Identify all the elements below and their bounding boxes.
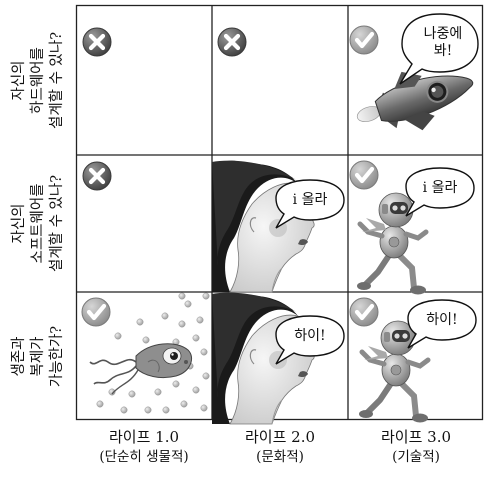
column-label-life-2: 라이프 2.0 (문화적)	[212, 427, 348, 467]
speech-line: 나중에	[423, 26, 463, 42]
speech-text-woman-row2: i 올라	[292, 192, 328, 208]
check-circle-icon	[82, 298, 110, 326]
column-subtitle: (기술적)	[392, 449, 440, 465]
speech-bubble	[399, 13, 479, 85]
column-title: 라이프 1.0	[108, 428, 180, 446]
x-circle-icon	[83, 162, 111, 190]
column-label-life-3: 라이프 3.0 (기술적)	[348, 427, 484, 467]
check-circle-icon	[350, 161, 378, 189]
column-label-life-1: 라이프 1.0 (단순히 생물적)	[76, 427, 212, 467]
column-subtitle: (단순히 생물적)	[99, 449, 189, 465]
woman-illustration	[211, 291, 315, 425]
check-circle-icon	[350, 26, 378, 54]
column-subtitle: (문화적)	[256, 449, 304, 465]
bacterium-illustration	[89, 292, 210, 414]
speech-text-woman-row3: 하이!	[294, 328, 326, 344]
column-title: 라이프 3.0	[380, 428, 452, 446]
rocket-illustration	[356, 71, 474, 131]
speech-text-rocket: 나중에 봐!	[410, 26, 476, 60]
column-title: 라이프 2.0	[244, 428, 316, 446]
x-circle-icon	[83, 28, 111, 56]
speech-text-robot-row3: 하이!	[426, 312, 458, 328]
check-circle-icon	[350, 298, 378, 326]
speech-line: 봐!	[433, 43, 453, 59]
speech-text-robot-row2: i 올라	[422, 180, 458, 196]
x-circle-icon	[218, 28, 246, 56]
